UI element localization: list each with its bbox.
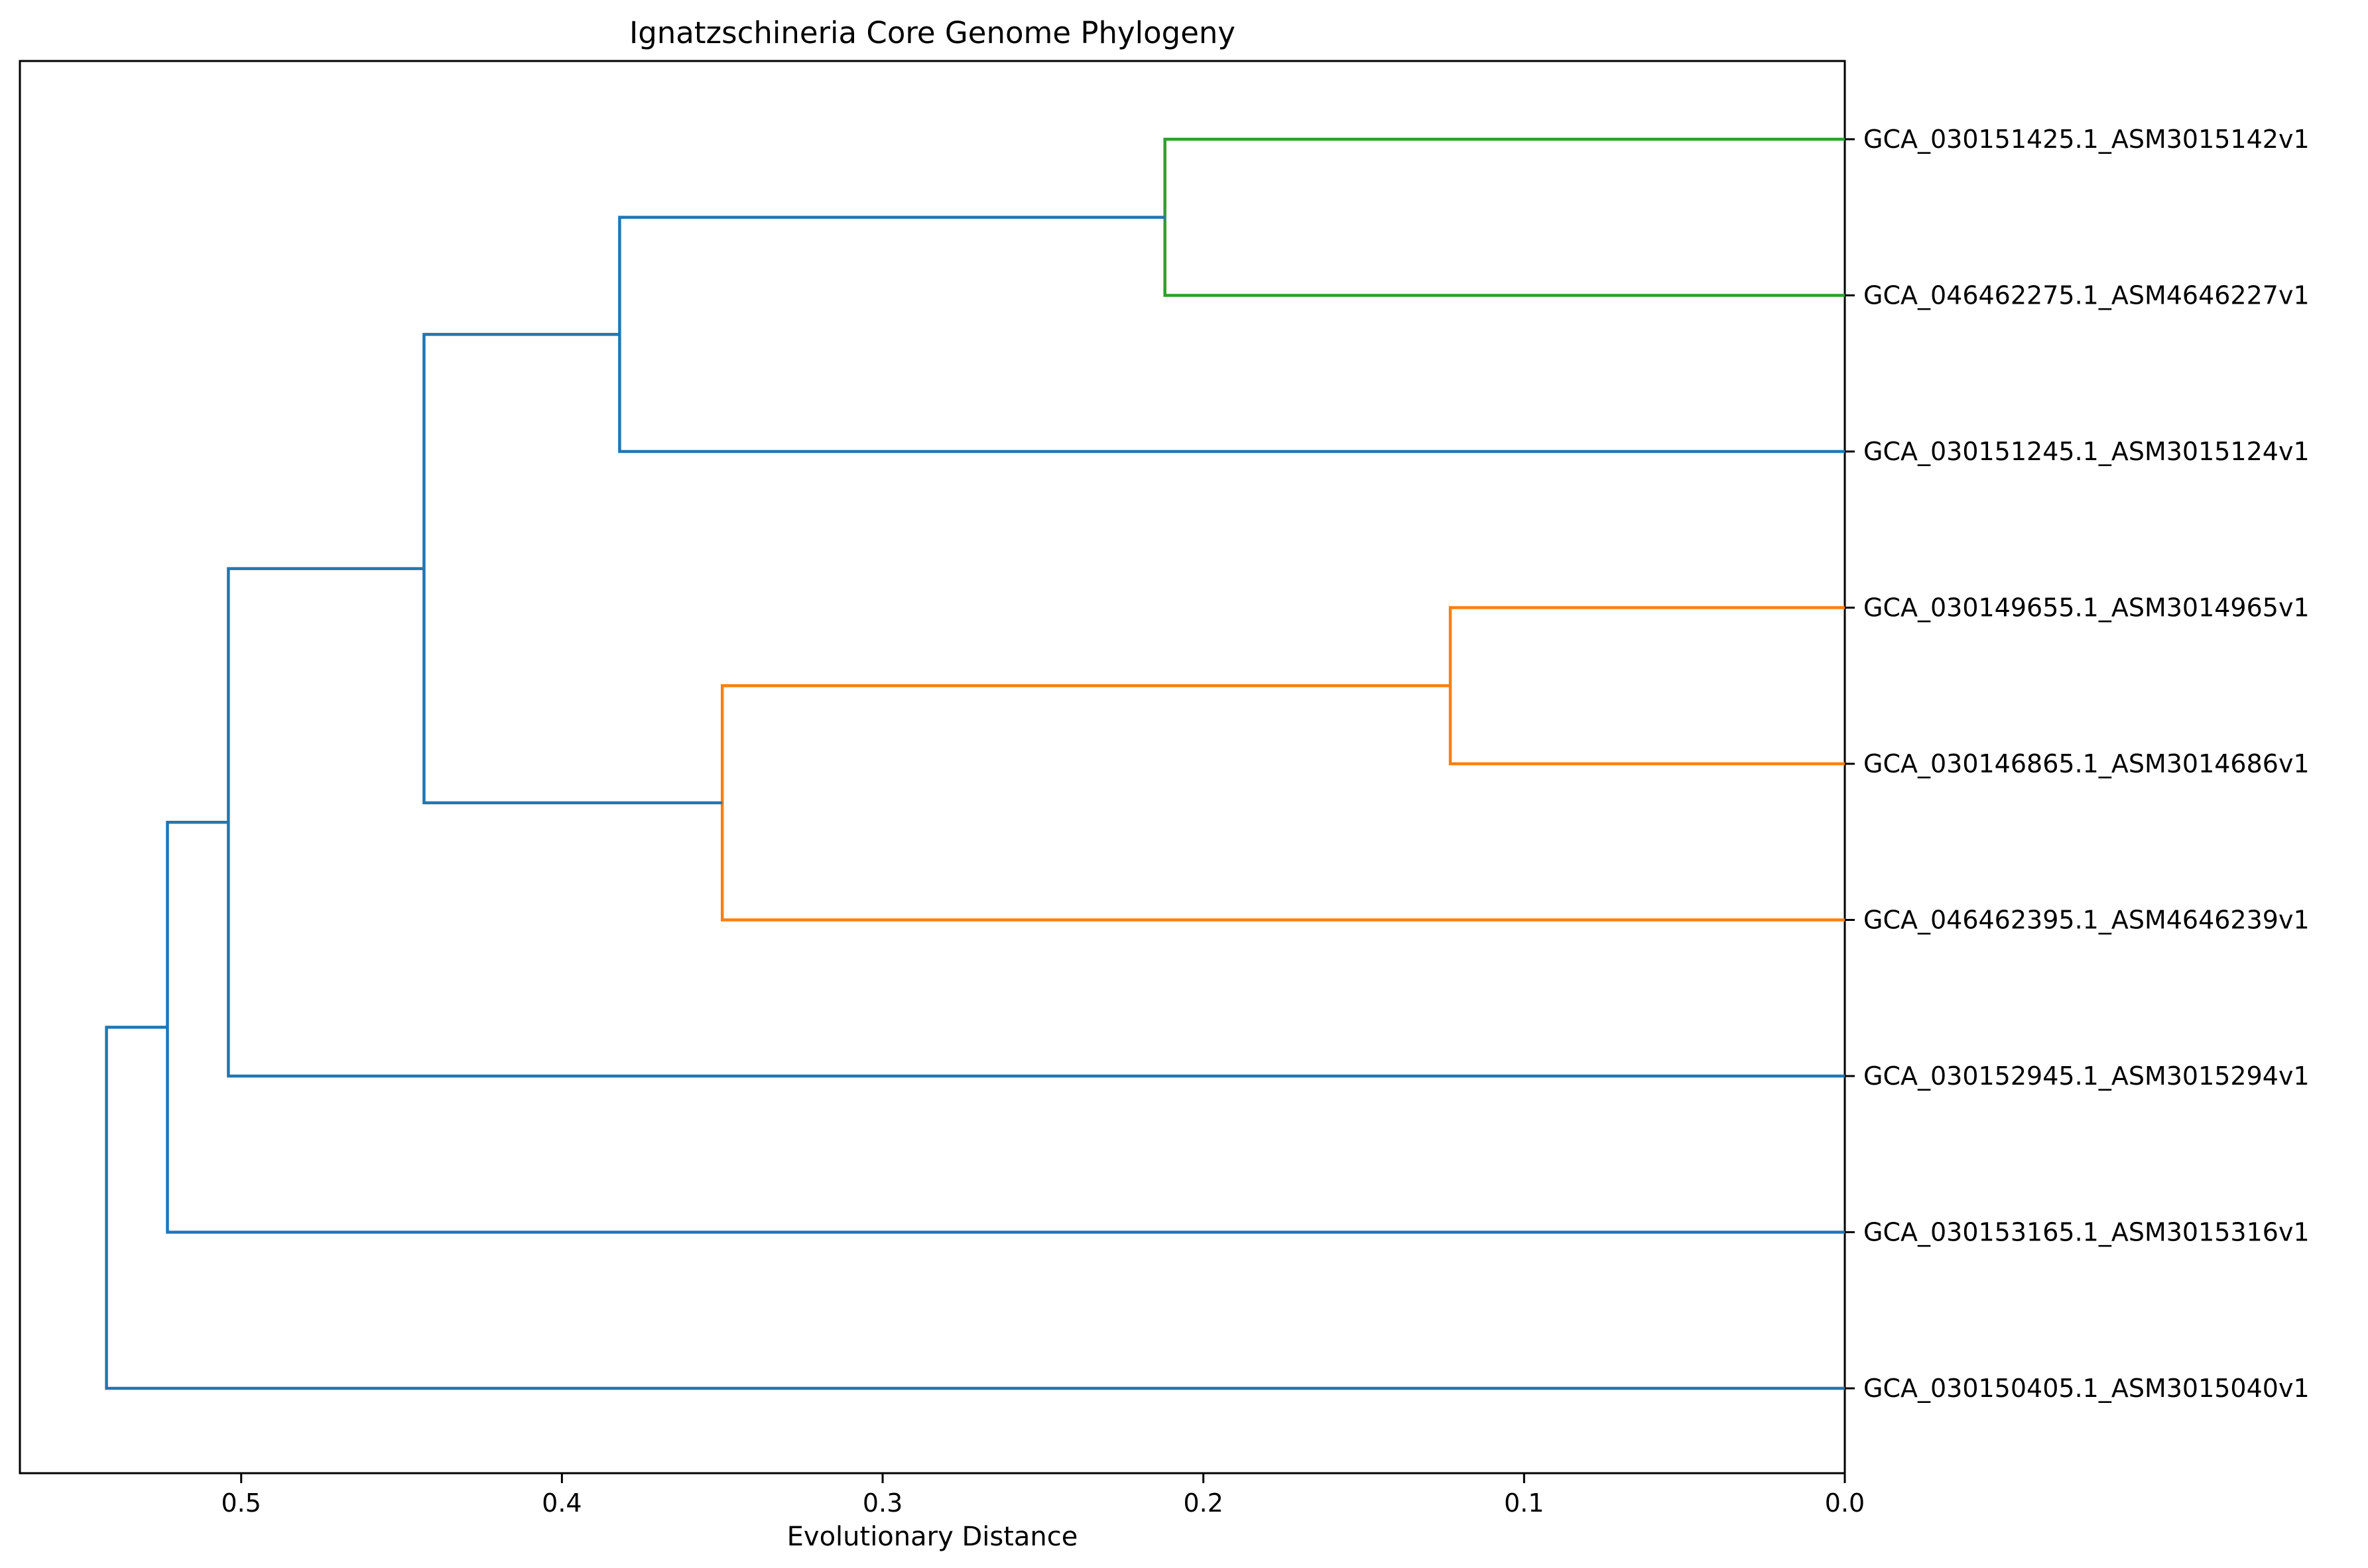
x-axis-ticks: 0.5 0.4 0.3 0.2 0.1 0.0 xyxy=(221,1473,1865,1518)
branch-c5 xyxy=(105,1026,1845,1390)
leaf-label: GCA_046462395.1_ASM4646239v1 xyxy=(1863,906,2310,935)
x-axis-label: Evolutionary Distance xyxy=(787,1522,1078,1552)
leaf-label: GCA_030150405.1_ASM3015040v1 xyxy=(1863,1374,2310,1403)
x-tick-label: 0.0 xyxy=(1825,1488,1865,1518)
x-tick-label: 0.5 xyxy=(221,1488,261,1518)
x-tick-label: 0.2 xyxy=(1183,1488,1223,1518)
x-tick-label: 0.1 xyxy=(1504,1488,1544,1518)
leaf-labels: GCA_030151425.1_ASM3015142v1 GCA_04646227… xyxy=(1845,125,2310,1403)
leaf-label: GCA_030149655.1_ASM3014965v1 xyxy=(1863,593,2310,623)
leaf-label: GCA_030153165.1_ASM3015316v1 xyxy=(1863,1218,2310,1247)
leaf-label: GCA_030146865.1_ASM3014686v1 xyxy=(1863,749,2310,778)
chart-title: Ignatzschineria Core Genome Phylogeny xyxy=(629,15,1235,50)
leaf-label: GCA_030152945.1_ASM3015294v1 xyxy=(1863,1061,2310,1091)
leaf-label: GCA_030151245.1_ASM3015124v1 xyxy=(1863,437,2310,466)
leaf-label: GCA_046462275.1_ASM4646227v1 xyxy=(1863,281,2310,310)
dendrogram-branches xyxy=(105,137,1845,1390)
x-tick-label: 0.3 xyxy=(863,1488,903,1518)
plot-frame xyxy=(19,60,1846,1475)
leaf-label: GCA_030151425.1_ASM3015142v1 xyxy=(1863,125,2310,154)
x-tick-label: 0.4 xyxy=(542,1488,582,1518)
